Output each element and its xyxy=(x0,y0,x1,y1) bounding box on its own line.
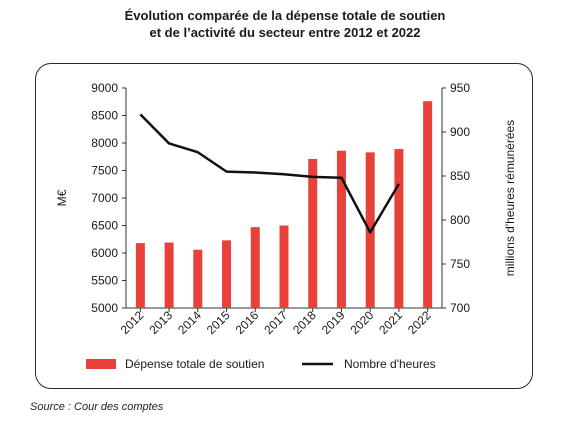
bar xyxy=(394,149,404,308)
line-series-nombre-heures xyxy=(139,113,400,234)
bar xyxy=(279,225,289,308)
chart-frame xyxy=(35,63,533,389)
bar xyxy=(193,249,203,308)
x-tick-label: 2016 xyxy=(233,308,262,337)
bar xyxy=(336,150,346,308)
y2-tick-label: 700 xyxy=(450,301,470,315)
y2-tick-label: 900 xyxy=(450,125,470,139)
chart-title: Évolution comparée de la dépense totale … xyxy=(0,7,570,41)
x-tick-label: 2014 xyxy=(175,308,204,337)
y-tick-label: 7500 xyxy=(91,164,118,178)
y-tick-label: 5000 xyxy=(91,301,118,315)
bar xyxy=(250,227,260,308)
y-tick-label: 7000 xyxy=(91,191,118,205)
chart-title-line1: Évolution comparée de la dépense totale … xyxy=(124,8,446,23)
y-tick-label: 8500 xyxy=(91,109,118,123)
bar xyxy=(222,240,232,308)
y2-tick-label: 950 xyxy=(450,81,470,95)
bar xyxy=(135,243,145,308)
x-tick-label: 2015 xyxy=(204,308,233,337)
y2-tick-label: 850 xyxy=(450,169,470,183)
y-tick-label: 8000 xyxy=(91,136,118,150)
x-tick-label: 2013 xyxy=(146,308,175,337)
legend-bar-swatch xyxy=(86,359,116,369)
chart-title-line2: et de l’activité du secteur entre 2012 e… xyxy=(149,25,421,40)
legend-line-label: Nombre d'heures xyxy=(344,357,436,371)
x-tick-label: 2020 xyxy=(348,308,377,337)
y2-tick-label: 750 xyxy=(450,257,470,271)
y-tick-label: 9000 xyxy=(91,81,118,95)
x-tick-label: 2021 xyxy=(376,308,405,337)
y-tick-label: 5500 xyxy=(91,274,118,288)
source-note: Source : Cour des comptes xyxy=(30,401,164,413)
bar xyxy=(308,158,318,308)
y-axis-label: M€ xyxy=(55,189,69,206)
x-tick-label: 2012 xyxy=(118,308,147,337)
y-tick-label: 6000 xyxy=(91,246,118,260)
bar xyxy=(164,242,174,308)
x-tick-label: 2017 xyxy=(261,308,290,337)
y2-tick-label: 800 xyxy=(450,213,470,227)
legend-bar-label: Dépense totale de soutien xyxy=(125,357,264,371)
x-tick-label: 2019 xyxy=(319,308,348,337)
x-tick-label: 2022 xyxy=(405,308,434,337)
y2-axis-label: millions d'heures rémunérées xyxy=(503,120,517,276)
x-tick-label: 2018 xyxy=(290,308,319,337)
bar xyxy=(423,101,433,308)
y-tick-label: 6500 xyxy=(91,219,118,233)
